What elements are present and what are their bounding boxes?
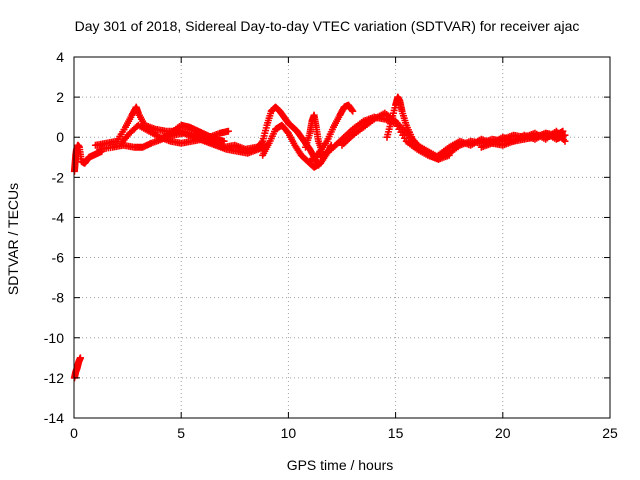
data-point (349, 107, 357, 115)
x-tick-label: 15 (388, 425, 404, 441)
y-axis-label: SDTVAR / TECUs (5, 183, 21, 295)
series-early-offset (70, 354, 84, 382)
x-tick-label: 5 (177, 425, 185, 441)
data-point (561, 137, 569, 145)
x-tick-label: 20 (495, 425, 511, 441)
x-tick-label: 0 (70, 425, 78, 441)
data-point (258, 139, 266, 147)
y-tick-label: -10 (44, 330, 64, 346)
series-pass-d (156, 121, 228, 145)
y-tick-label: -6 (52, 250, 65, 266)
x-axis-label: GPS time / hours (287, 457, 394, 473)
y-tick-label: -4 (52, 209, 65, 225)
y-tick-label: 2 (56, 89, 64, 105)
y-tick-label: -8 (52, 290, 65, 306)
series-pass-h (306, 101, 357, 165)
data-point (76, 354, 84, 362)
plot-frame (73, 56, 611, 419)
x-tick-label: 25 (602, 425, 618, 441)
y-tick-label: 0 (56, 129, 64, 145)
chart-title: Day 301 of 2018, Sidereal Day-to-day VTE… (75, 18, 580, 34)
y-tick-label: -2 (52, 169, 65, 185)
series-pass-o (499, 127, 569, 145)
plot-area (70, 93, 569, 382)
axis-ticks: 0 5 10 15 20 25 -14 -12 -10 -8 -6 -4 -2 0 2 4 (44, 49, 618, 441)
data-point (220, 137, 228, 145)
data-point (224, 127, 232, 135)
y-tick-label: -12 (44, 370, 64, 386)
x-tick-label: 10 (281, 425, 297, 441)
y-tick-label: 4 (56, 49, 64, 65)
y-tick-label: -14 (44, 410, 64, 426)
series-start-cluster (70, 141, 106, 175)
